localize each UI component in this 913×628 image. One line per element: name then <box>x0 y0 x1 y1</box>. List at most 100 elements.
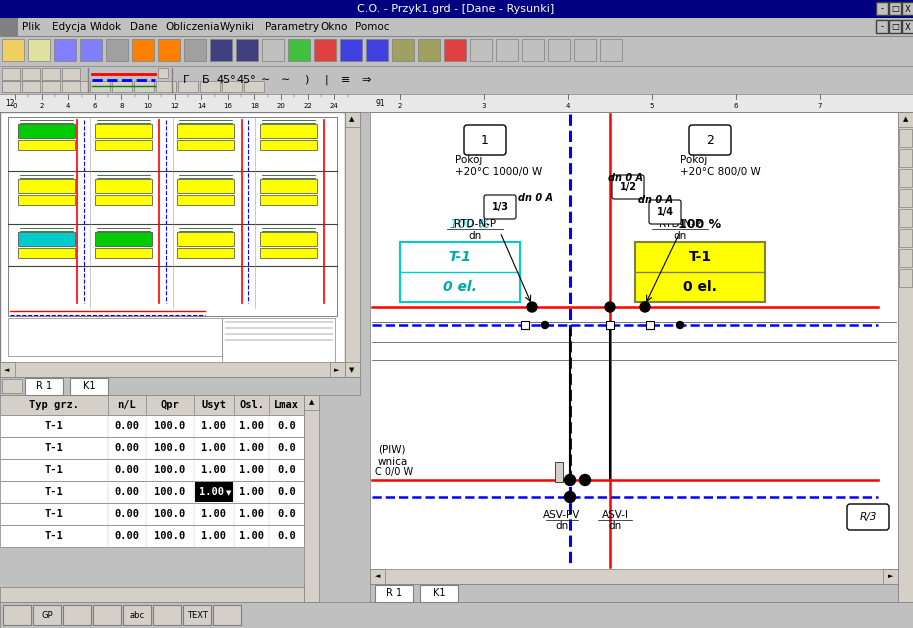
Bar <box>46 81 66 92</box>
Text: ◄: ◄ <box>375 573 380 580</box>
Text: ): ) <box>304 75 309 85</box>
Bar <box>876 20 888 33</box>
Bar <box>259 232 317 246</box>
Bar <box>93 605 121 625</box>
Text: Pokój: Pokój <box>680 154 708 165</box>
Bar <box>95 248 152 258</box>
Text: 1: 1 <box>481 134 489 146</box>
Text: Edycja: Edycja <box>52 22 87 32</box>
Text: 12: 12 <box>170 103 179 109</box>
Bar <box>2 39 24 61</box>
Text: 1.00: 1.00 <box>239 487 264 497</box>
Bar <box>345 362 360 377</box>
Bar <box>259 248 317 258</box>
Bar <box>2 81 20 92</box>
Bar <box>22 68 40 80</box>
Bar <box>548 39 570 61</box>
Text: Qpr: Qpr <box>161 400 179 410</box>
Bar <box>902 2 913 15</box>
Text: X: X <box>905 4 911 13</box>
Circle shape <box>541 322 549 328</box>
Text: 5: 5 <box>650 103 655 109</box>
Text: 100 %: 100 % <box>678 217 721 230</box>
Circle shape <box>677 322 684 328</box>
Text: C.O. - Przyk1.grd - [Dane - Rysunki]: C.O. - Przyk1.grd - [Dane - Rysunki] <box>357 4 554 14</box>
Text: 0.0: 0.0 <box>278 487 296 497</box>
Bar <box>213 605 241 625</box>
Text: 2: 2 <box>39 103 44 109</box>
Text: 100.0: 100.0 <box>154 443 185 453</box>
Text: T-1: T-1 <box>45 531 63 541</box>
Text: R 1: R 1 <box>36 381 52 391</box>
Bar <box>0 362 15 377</box>
Bar <box>522 39 544 61</box>
Bar <box>496 39 518 61</box>
Bar <box>370 112 898 584</box>
Text: R 1: R 1 <box>386 588 402 598</box>
Text: Parametry: Parametry <box>265 22 319 32</box>
Bar <box>70 378 108 395</box>
Text: 1.00: 1.00 <box>198 487 224 497</box>
Bar <box>370 584 898 602</box>
Bar <box>2 81 22 92</box>
Bar <box>370 569 385 584</box>
Text: 4: 4 <box>566 103 571 109</box>
Bar <box>0 587 304 602</box>
Bar <box>62 81 80 92</box>
Bar <box>400 242 520 302</box>
Text: 1.00: 1.00 <box>202 443 226 453</box>
Bar <box>889 20 901 33</box>
Text: Wyniki: Wyniki <box>220 22 255 32</box>
Text: 4: 4 <box>66 103 70 109</box>
Text: Usyt: Usyt <box>202 400 226 410</box>
Bar <box>158 39 180 61</box>
Bar <box>0 503 304 525</box>
Text: 22: 22 <box>303 103 312 109</box>
Text: wnica: wnica <box>378 457 408 467</box>
Bar <box>259 140 317 150</box>
Bar <box>883 569 898 584</box>
Bar <box>889 2 901 15</box>
Bar <box>62 68 80 80</box>
Bar <box>158 68 168 78</box>
Text: Б: Б <box>202 75 210 85</box>
Text: dn: dn <box>555 521 569 531</box>
Text: 7: 7 <box>818 103 823 109</box>
Bar <box>420 585 458 602</box>
Text: -: - <box>880 4 884 13</box>
Bar <box>95 140 152 150</box>
Bar <box>366 39 388 61</box>
Text: ASV-I: ASV-I <box>602 510 628 520</box>
Bar <box>0 415 304 437</box>
Bar <box>521 321 529 329</box>
Bar <box>898 112 913 127</box>
Bar <box>42 81 60 92</box>
Bar <box>574 39 596 61</box>
Text: X: X <box>905 23 911 31</box>
Text: 0.00: 0.00 <box>114 421 140 431</box>
FancyBboxPatch shape <box>464 125 506 155</box>
Text: 100.0: 100.0 <box>154 465 185 475</box>
Bar <box>63 605 91 625</box>
Text: 2: 2 <box>706 134 714 146</box>
Bar <box>259 195 317 205</box>
Bar <box>33 605 61 625</box>
FancyBboxPatch shape <box>649 200 681 224</box>
Bar <box>80 39 102 61</box>
Bar <box>90 81 110 92</box>
Text: Plik: Plik <box>22 22 40 32</box>
Text: 100.0: 100.0 <box>154 487 185 497</box>
Bar <box>0 94 913 112</box>
Text: ◄: ◄ <box>5 367 10 373</box>
Bar <box>177 248 235 258</box>
Text: ▲: ▲ <box>309 399 314 406</box>
Bar <box>0 395 304 415</box>
Bar <box>184 39 206 61</box>
Bar <box>635 242 765 302</box>
Text: 18: 18 <box>250 103 259 109</box>
Text: 14: 14 <box>197 103 205 109</box>
Text: 0.00: 0.00 <box>114 465 140 475</box>
Bar <box>134 81 154 92</box>
Text: ►: ► <box>887 573 893 580</box>
Bar <box>899 129 912 147</box>
